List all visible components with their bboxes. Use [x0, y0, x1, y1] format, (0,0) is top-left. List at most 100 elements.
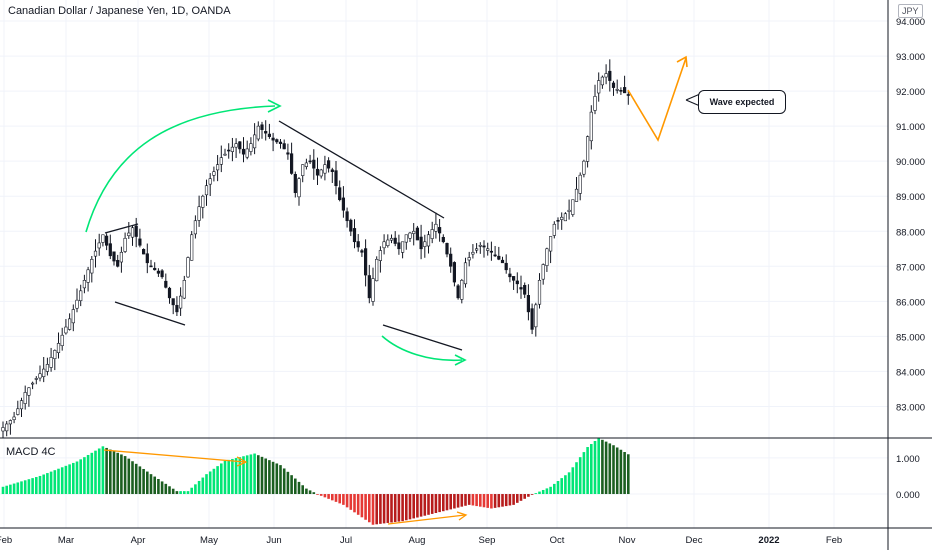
trend-line[interactable]: [382, 324, 463, 351]
macd-bar: [57, 468, 60, 495]
time-tick-label: Feb: [826, 535, 842, 546]
candle-up: [534, 304, 538, 328]
candle-down: [282, 143, 286, 150]
candle-up: [190, 234, 194, 261]
candlestick-series: [1, 59, 630, 438]
triangle-line[interactable]: [114, 301, 186, 326]
candle-up: [53, 350, 57, 360]
macd-bar: [423, 494, 427, 516]
price-tick-label: 85.000: [896, 332, 925, 343]
price-tick-label: 90.000: [896, 157, 925, 168]
candle-down: [312, 159, 316, 169]
candle-up: [60, 334, 64, 347]
callout-pointer: [685, 93, 701, 101]
wave-expected-callout[interactable]: Wave expected: [698, 90, 786, 114]
macd-bar: [168, 486, 171, 495]
macd-bar: [356, 494, 360, 515]
candle-up: [27, 387, 31, 396]
macd-indicator-label[interactable]: MACD 4C: [6, 446, 56, 458]
candle-up: [471, 251, 475, 255]
macd-bar: [419, 494, 423, 517]
green-arc-arrow[interactable]: [381, 335, 463, 362]
macd-bar: [353, 494, 356, 513]
candle-up: [426, 234, 431, 247]
macd-bar: [516, 494, 519, 503]
macd-bar: [83, 457, 86, 495]
macd-bar: [386, 494, 390, 523]
candle-up: [34, 378, 38, 380]
macd-bar: [46, 473, 49, 495]
macd-bar: [604, 441, 608, 495]
macd-bar: [242, 456, 245, 495]
candle-up: [208, 178, 212, 185]
candle-up: [412, 230, 416, 234]
candle-up: [119, 251, 123, 263]
candle-down: [515, 280, 519, 285]
candle-down: [138, 238, 142, 246]
macd-bar: [327, 494, 330, 499]
macd-bar: [371, 494, 375, 525]
trend-line[interactable]: [278, 120, 445, 219]
macd-bar: [257, 455, 260, 495]
macd-bar: [127, 458, 131, 495]
candle-down: [330, 169, 334, 172]
candle-down: [530, 308, 534, 330]
macd-bar: [627, 454, 630, 495]
time-tick-label: Feb: [0, 535, 12, 546]
price-tick-label: 91.000: [896, 122, 925, 133]
time-tick-label: May: [200, 535, 218, 546]
macd-bar: [482, 494, 486, 508]
macd-bar: [68, 464, 71, 495]
candle-down: [493, 254, 497, 257]
macd-bar: [190, 487, 193, 495]
candle-up: [430, 229, 434, 239]
candle-up: [193, 220, 198, 235]
macd-bar: [231, 458, 234, 495]
macd-bar: [564, 475, 567, 495]
candle-down: [626, 94, 630, 96]
macd-bar: [464, 494, 467, 506]
candle-up: [79, 290, 83, 302]
macd-bar: [534, 493, 538, 495]
candle-up: [545, 248, 549, 266]
candle-up: [130, 227, 135, 238]
macd-bar: [360, 494, 364, 518]
macd-bar: [101, 446, 105, 495]
macd-bar: [197, 480, 201, 495]
macd-bar: [593, 441, 597, 495]
candle-down: [393, 237, 397, 244]
macd-divergence-line[interactable]: [387, 514, 466, 525]
macd-bar: [430, 494, 434, 514]
macd-bar: [12, 483, 16, 495]
orange-arrowhead: [456, 511, 468, 521]
candle-up: [204, 185, 209, 196]
currency-badge[interactable]: JPY: [898, 4, 923, 18]
macd-bar: [479, 494, 482, 507]
green-arc-arrow[interactable]: [85, 105, 276, 233]
macd-bar: [75, 461, 79, 495]
candle-up: [30, 382, 35, 385]
candle-up: [71, 309, 75, 324]
candle-up: [563, 213, 567, 222]
macd-divergence-line[interactable]: [103, 449, 246, 463]
orange-wave-arrow[interactable]: [627, 57, 687, 142]
candle-down: [349, 219, 353, 232]
macd-bar: [305, 488, 308, 495]
macd-bar: [490, 494, 493, 509]
macd-bar: [541, 489, 545, 495]
macd-bar: [519, 494, 523, 501]
candle-down: [145, 253, 149, 264]
candle-down: [363, 248, 368, 276]
macd-bar: [120, 454, 123, 495]
macd-bar: [105, 447, 108, 495]
time-tick-label: Jun: [266, 535, 281, 546]
candle-up: [400, 241, 405, 253]
macd-bar: [94, 450, 97, 495]
candle-up: [234, 143, 238, 148]
orange-arrowhead: [236, 456, 248, 467]
triangle-line[interactable]: [104, 223, 139, 234]
candle-up: [371, 278, 375, 302]
price-tick-label: 93.000: [896, 52, 925, 63]
macd-bar: [20, 481, 23, 495]
